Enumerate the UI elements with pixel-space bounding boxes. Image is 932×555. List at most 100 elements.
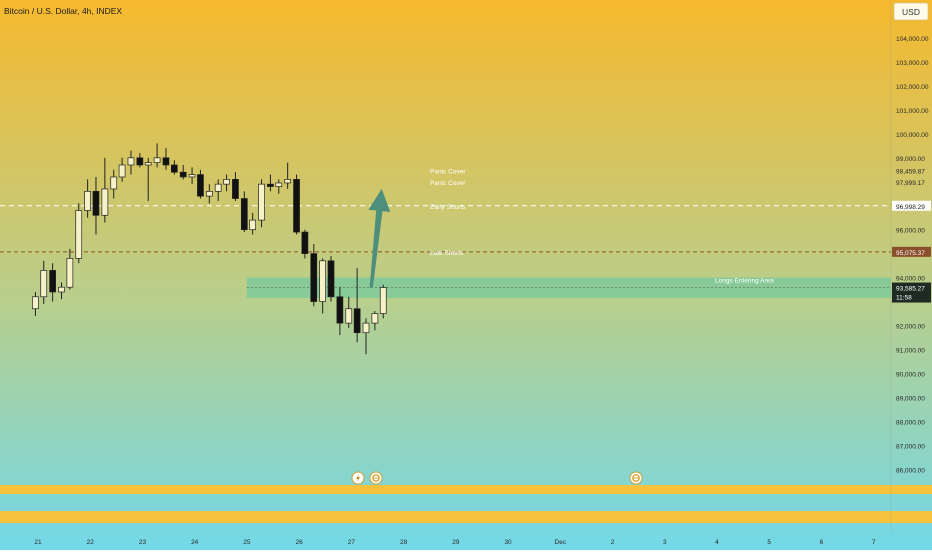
price-badge: 93,585.27 [896, 286, 925, 293]
candle-body [206, 191, 212, 196]
candle-body [59, 287, 65, 292]
price-badge: 95,075.37 [896, 250, 925, 257]
candle-body [372, 314, 378, 324]
time-tick-label: 25 [243, 539, 251, 546]
level-label-2: Early Shorts [430, 204, 466, 211]
symbol-title: Bitcoin / U.S. Dollar, 4h, INDEX [4, 6, 122, 16]
time-tick-label: 2 [611, 539, 615, 546]
volume-band-2 [0, 511, 932, 523]
candle[interactable] [76, 203, 82, 263]
candle[interactable] [328, 256, 334, 302]
candle-body [363, 323, 369, 333]
time-tick-label: 24 [191, 539, 199, 546]
candle-body [171, 165, 177, 172]
candle-body [93, 191, 99, 215]
candle[interactable] [311, 244, 317, 306]
candle-body [328, 261, 334, 297]
price-tick-label: 87,000.00 [896, 443, 925, 450]
price-tick-label: 89,000.00 [896, 395, 925, 402]
price-tick-label: 104,000.00 [896, 36, 929, 43]
candle[interactable] [259, 179, 265, 227]
candle-body [128, 158, 134, 165]
candle-body [102, 189, 108, 215]
candle-body [346, 309, 352, 323]
level-label-3: Late Shorts [430, 250, 464, 257]
candle-body [111, 177, 117, 189]
time-tick-label: 26 [296, 539, 304, 546]
candle-body [337, 297, 343, 323]
candle-body [85, 191, 91, 210]
candle-body [215, 184, 221, 191]
candle-body [302, 232, 308, 254]
earnings-event-icon-dec[interactable] [630, 472, 642, 484]
candle-body [380, 288, 386, 314]
candle-body [294, 179, 300, 232]
candle[interactable] [380, 285, 386, 319]
candle-body [119, 165, 125, 177]
time-tick-label: 22 [87, 539, 95, 546]
price-tick-label: 101,000.00 [896, 108, 929, 115]
price-tick-label: 88,000.00 [896, 419, 925, 426]
time-tick-label: 23 [139, 539, 147, 546]
candle-body [354, 309, 360, 333]
price-tick-label: 102,000.00 [896, 84, 929, 91]
candle-body [311, 254, 317, 302]
price-tick-label: 94,000.00 [896, 276, 925, 283]
candle-body [267, 184, 273, 186]
volume-band-1 [0, 485, 932, 494]
candle-body [50, 270, 56, 292]
candle-body [241, 199, 247, 230]
countdown-label: 11:58 [896, 295, 912, 302]
time-tick-label: 30 [504, 539, 512, 546]
time-tick-label: 27 [348, 539, 356, 546]
time-tick-label: 28 [400, 539, 408, 546]
candle[interactable] [294, 175, 300, 235]
candle-body [32, 297, 38, 309]
level-label-0: Panic Cover [430, 169, 466, 176]
price-badge: 97,999.17 [896, 180, 925, 187]
earnings-event-icon[interactable] [370, 472, 382, 484]
candle-body [137, 158, 143, 165]
candle-body [41, 270, 47, 296]
zone-label: Longs Entering Area [715, 278, 774, 285]
candle-body [154, 158, 160, 163]
time-tick-label: 5 [767, 539, 771, 546]
candle-body [259, 184, 265, 220]
price-badge: 96,998.29 [896, 204, 925, 211]
time-tick-label: 6 [820, 539, 824, 546]
candle-body [145, 163, 151, 165]
time-tick-label: 29 [452, 539, 460, 546]
level-label-1: Panic Cover [430, 180, 466, 187]
price-badge: 98,459.87 [896, 169, 925, 176]
currency-button[interactable]: USD [902, 7, 920, 17]
price-tick-label: 103,000.00 [896, 60, 929, 67]
candle-body [232, 179, 238, 198]
zone-layer [247, 278, 891, 298]
price-tick-label: 86,000.00 [896, 467, 925, 474]
time-tick-label: 3 [663, 539, 667, 546]
price-tick-label: 99,000.00 [896, 156, 925, 163]
price-tick-label: 92,000.00 [896, 324, 925, 331]
time-tick-label: 21 [34, 539, 42, 546]
candle-body [250, 220, 256, 230]
candle-body [224, 179, 230, 184]
price-tick-label: 96,000.00 [896, 228, 925, 235]
time-tick-label: 7 [872, 539, 876, 546]
candle-body [276, 183, 282, 187]
candle-body [320, 261, 326, 302]
candle-body [189, 175, 195, 177]
candle-body [76, 211, 82, 259]
candle-body [197, 175, 203, 197]
flash-event-icon[interactable] [352, 472, 364, 484]
time-tick-label: Dec [555, 539, 567, 546]
price-tick-label: 100,000.00 [896, 132, 929, 139]
price-tick-label: 91,000.00 [896, 347, 925, 354]
candle-body [163, 158, 169, 165]
candle-body [180, 172, 186, 177]
time-tick-label: 4 [715, 539, 719, 546]
price-tick-label: 90,000.00 [896, 371, 925, 378]
candle-body [67, 258, 73, 287]
